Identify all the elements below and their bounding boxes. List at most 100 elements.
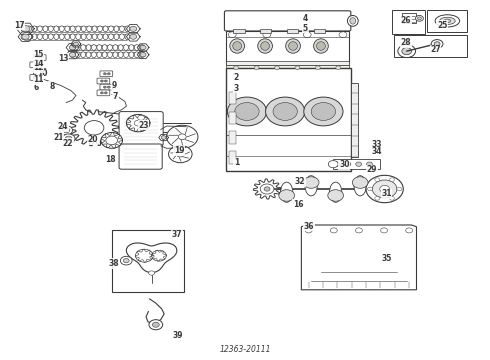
Text: 5: 5 <box>303 23 308 32</box>
Text: 15: 15 <box>33 50 44 59</box>
FancyBboxPatch shape <box>33 68 46 74</box>
Text: 30: 30 <box>339 161 349 169</box>
FancyBboxPatch shape <box>119 112 163 146</box>
Ellipse shape <box>129 45 134 50</box>
Ellipse shape <box>317 42 325 50</box>
Circle shape <box>227 97 267 126</box>
Text: 32: 32 <box>295 177 305 186</box>
Circle shape <box>134 120 142 126</box>
Ellipse shape <box>118 52 123 58</box>
Ellipse shape <box>37 34 42 40</box>
Text: 33: 33 <box>371 140 382 149</box>
Ellipse shape <box>49 34 53 40</box>
Ellipse shape <box>32 34 37 40</box>
Circle shape <box>151 250 166 261</box>
Circle shape <box>106 136 118 145</box>
Circle shape <box>356 162 362 166</box>
Ellipse shape <box>65 26 70 32</box>
Circle shape <box>167 125 198 148</box>
Text: 8: 8 <box>49 82 54 91</box>
Ellipse shape <box>81 52 86 58</box>
Circle shape <box>65 136 72 141</box>
Ellipse shape <box>54 26 59 32</box>
Ellipse shape <box>123 52 128 58</box>
Ellipse shape <box>98 26 102 32</box>
Bar <box>351 83 358 157</box>
Bar <box>287 29 298 33</box>
Circle shape <box>303 177 319 188</box>
Ellipse shape <box>314 39 328 53</box>
Text: 19: 19 <box>174 146 184 155</box>
Ellipse shape <box>140 52 145 58</box>
Ellipse shape <box>32 26 37 32</box>
Ellipse shape <box>92 34 97 40</box>
Ellipse shape <box>114 26 119 32</box>
Text: 10: 10 <box>37 69 47 78</box>
Circle shape <box>130 26 137 31</box>
Ellipse shape <box>76 34 81 40</box>
Circle shape <box>266 97 305 126</box>
Text: 31: 31 <box>381 189 392 198</box>
Circle shape <box>328 161 338 168</box>
Circle shape <box>235 103 259 120</box>
Circle shape <box>339 32 347 37</box>
Circle shape <box>375 178 380 181</box>
Ellipse shape <box>118 45 123 50</box>
Text: 29: 29 <box>367 165 377 174</box>
Ellipse shape <box>43 34 48 40</box>
Ellipse shape <box>70 26 75 32</box>
Circle shape <box>334 162 340 166</box>
Text: 12363-20111: 12363-20111 <box>219 345 271 354</box>
Circle shape <box>279 190 294 201</box>
Ellipse shape <box>92 26 97 32</box>
Circle shape <box>149 320 163 330</box>
FancyBboxPatch shape <box>30 62 43 68</box>
Text: 14: 14 <box>33 58 44 68</box>
Circle shape <box>380 185 390 193</box>
Circle shape <box>37 64 40 66</box>
Circle shape <box>63 128 70 133</box>
Ellipse shape <box>87 26 92 32</box>
Text: 3: 3 <box>234 84 239 93</box>
Circle shape <box>104 80 107 82</box>
Ellipse shape <box>261 42 270 50</box>
Circle shape <box>368 187 372 191</box>
Circle shape <box>273 103 297 120</box>
Ellipse shape <box>125 26 130 32</box>
Circle shape <box>101 132 122 148</box>
Ellipse shape <box>70 34 75 40</box>
Circle shape <box>434 42 440 46</box>
Ellipse shape <box>134 45 139 50</box>
Circle shape <box>161 136 166 139</box>
Circle shape <box>70 53 75 57</box>
Text: 16: 16 <box>293 200 303 209</box>
Bar <box>260 29 271 33</box>
Circle shape <box>135 249 153 262</box>
Circle shape <box>295 66 300 69</box>
Circle shape <box>402 48 412 55</box>
Ellipse shape <box>81 26 86 32</box>
Text: 2: 2 <box>234 73 239 82</box>
FancyBboxPatch shape <box>97 78 110 84</box>
Ellipse shape <box>416 15 423 21</box>
Ellipse shape <box>109 34 114 40</box>
Bar <box>392 10 425 34</box>
Ellipse shape <box>107 45 112 50</box>
Circle shape <box>366 175 403 203</box>
Ellipse shape <box>81 34 86 40</box>
Ellipse shape <box>330 182 342 202</box>
Text: 21: 21 <box>53 133 63 142</box>
Circle shape <box>41 70 44 72</box>
Circle shape <box>103 86 106 88</box>
Circle shape <box>107 73 110 75</box>
Bar <box>226 61 349 65</box>
Polygon shape <box>126 243 177 273</box>
Ellipse shape <box>92 45 97 50</box>
Circle shape <box>305 228 312 233</box>
Circle shape <box>328 190 343 201</box>
Text: 28: 28 <box>401 38 412 47</box>
Ellipse shape <box>113 52 118 58</box>
Ellipse shape <box>102 45 107 50</box>
Polygon shape <box>301 225 416 290</box>
Text: 4: 4 <box>303 14 308 23</box>
